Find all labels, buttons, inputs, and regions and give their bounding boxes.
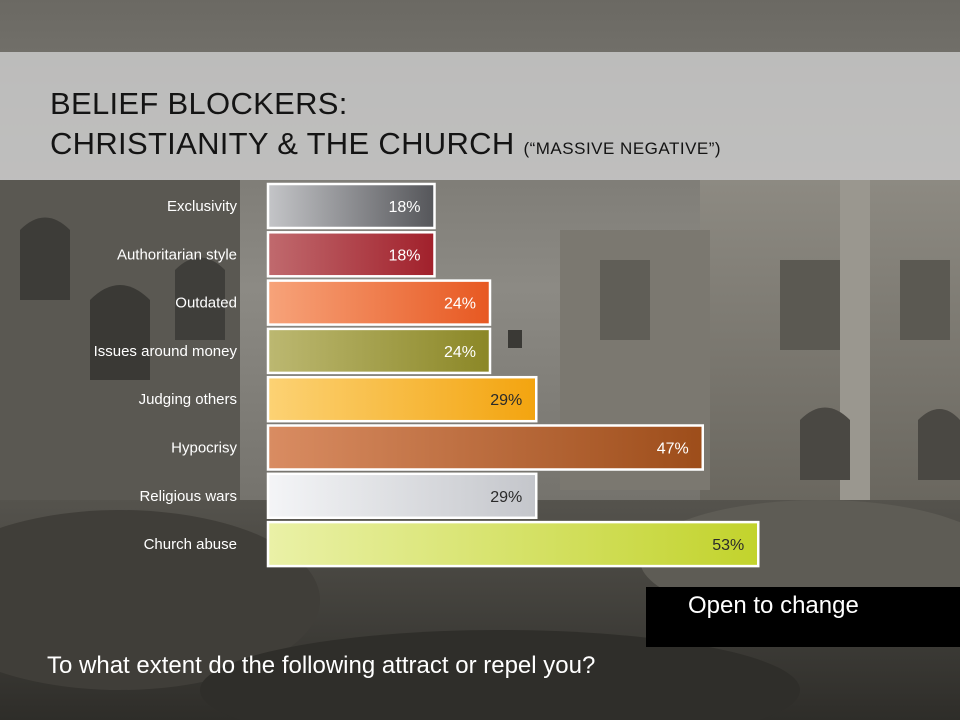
chart-title-line-1: BELIEF BLOCKERS: bbox=[50, 86, 348, 121]
value-label-0: 18% bbox=[388, 199, 420, 216]
category-label-1: Authoritarian style bbox=[117, 246, 237, 263]
value-label-6: 29% bbox=[490, 489, 522, 506]
bar-1 bbox=[266, 231, 436, 278]
bar-chart: Exclusivity 18% Authoritarian style 18% Outd… bbox=[94, 182, 760, 568]
bar-5 bbox=[266, 424, 704, 471]
bar-4 bbox=[266, 375, 538, 423]
category-label-0: Exclusivity bbox=[167, 198, 238, 215]
title-band bbox=[0, 52, 960, 180]
value-label-3: 24% bbox=[444, 344, 476, 361]
category-label-4: Judging others bbox=[139, 391, 237, 408]
chart-title-main: CHRISTIANITY & THE CHURCH bbox=[50, 126, 515, 161]
callout-box bbox=[646, 587, 960, 647]
bar-3 bbox=[266, 327, 492, 375]
category-label-5: Hypocrisy bbox=[171, 440, 237, 457]
bar-7 bbox=[266, 520, 760, 568]
survey-question: To what extent do the following attract … bbox=[47, 652, 596, 679]
value-label-5: 47% bbox=[657, 441, 689, 458]
value-label-4: 29% bbox=[490, 392, 522, 409]
bar-6 bbox=[266, 472, 538, 520]
value-label-1: 18% bbox=[388, 247, 420, 264]
bar-2 bbox=[266, 279, 492, 326]
bar-0 bbox=[266, 182, 436, 230]
chart-title-line-2: CHRISTIANITY & THE CHURCH (“MASSIVE NEGA… bbox=[50, 126, 721, 162]
value-label-2: 24% bbox=[444, 296, 476, 313]
chart-subtitle: (“MASSIVE NEGATIVE”) bbox=[523, 139, 722, 158]
category-label-3: Issues around money bbox=[94, 343, 238, 360]
value-label-7: 53% bbox=[712, 537, 744, 554]
category-label-2: Outdated bbox=[175, 295, 237, 312]
callout-text: Open to change bbox=[688, 592, 859, 619]
category-label-7: Church abuse bbox=[144, 536, 237, 553]
category-label-6: Religious wars bbox=[139, 488, 237, 505]
